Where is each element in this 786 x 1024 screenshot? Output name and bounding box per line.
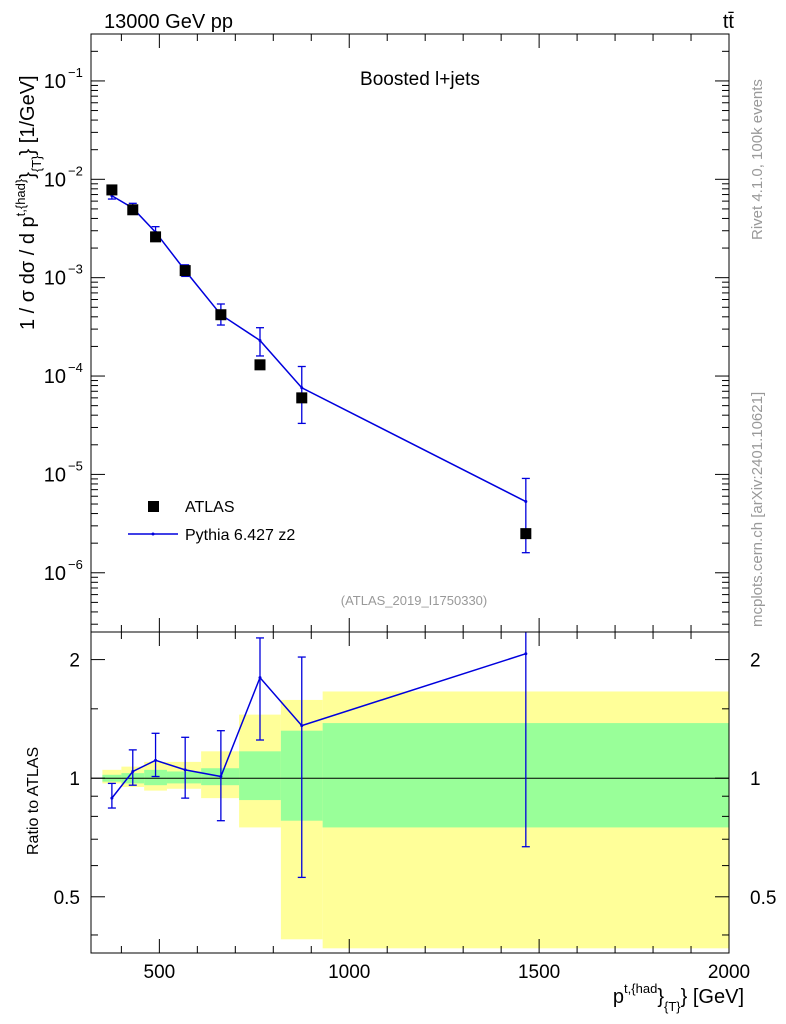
ratio-x-tick-label: 1000 <box>328 962 370 983</box>
main-y-axis-label: 1 / σ dσ / d pt,{had}}{T}} [1/GeV] <box>13 75 44 330</box>
x-axis-label: pt,{had}{T}} [GeV] <box>613 981 744 1014</box>
ratio-mc-point <box>131 769 135 773</box>
atlas-data-point <box>150 231 162 243</box>
rivet-version-label: Rivet 4.1.0, 100k events <box>749 79 766 240</box>
ratio-mc-point <box>258 676 262 680</box>
main-y-tick-label: 10 <box>44 366 66 388</box>
main-y-tick-label: 10 <box>44 71 66 93</box>
mc-line <box>111 195 527 503</box>
mc-point <box>524 500 528 504</box>
ratio-y-tick-label-left: 0.5 <box>54 888 80 909</box>
atlas-data-point <box>254 359 266 371</box>
ratio-plot-area <box>107 632 530 879</box>
ratio-x-tick-label: 2000 <box>708 962 750 983</box>
atlas-data-point <box>520 528 532 540</box>
main-y-tick-exponent: −4 <box>68 360 83 375</box>
ratio-y-axis-label: Ratio to ATLAS <box>25 747 42 855</box>
main-panel: Boosted l+jets (ATLAS_2019_I1750330) 10−… <box>13 33 730 633</box>
ratio-x-axis: 500 1000 1500 2000 <box>120 632 750 983</box>
legend-dot-pythia <box>151 532 155 536</box>
ratio-y-axis: 0.5 0.5 1 1 2 2 <box>54 651 776 936</box>
ratio-y-tick-label-right: 2 <box>750 651 761 672</box>
ratio-y-tick-label-left: 2 <box>69 651 80 672</box>
legend: ATLAS Pythia 6.427 z2 <box>128 499 295 544</box>
atlas-data-point <box>179 265 191 277</box>
main-y-tick-exponent: −3 <box>68 262 83 277</box>
main-y-tick-exponent: −5 <box>68 458 83 473</box>
legend-marker-atlas <box>148 501 159 512</box>
ratio-panel: 0.5 0.5 1 1 2 2 500 1000 1500 2000 Ratio to ATLA… <box>25 631 776 1014</box>
ratio-mc-point <box>300 724 304 728</box>
ratio-y-tick-label-right: 0.5 <box>750 888 776 909</box>
main-y-tick-label: 10 <box>44 464 66 486</box>
main-y-tick-label: 10 <box>44 268 66 290</box>
ratio-mc-line <box>111 652 527 799</box>
main-y-tick-exponent: −1 <box>68 65 83 80</box>
ratio-mc-point <box>183 768 187 772</box>
main-plot-area <box>106 184 532 554</box>
main-y-tick-label: 10 <box>44 563 66 585</box>
atlas-data-point <box>296 392 308 404</box>
ratio-y-tick-label-left: 1 <box>69 769 80 790</box>
mcplots-label: mcplots.cern.ch [arXiv:2401.10621] <box>749 392 766 627</box>
legend-label-pythia: Pythia 6.427 z2 <box>185 527 295 544</box>
legend-label-atlas: ATLAS <box>185 499 235 516</box>
ratio-mc-point <box>219 774 223 778</box>
header-process-label: tt̄ <box>723 11 735 33</box>
main-y-tick-exponent: −6 <box>68 557 83 572</box>
atlas-data-point <box>106 184 118 196</box>
ratio-mc-point <box>524 652 528 656</box>
main-y-tick-exponent: −2 <box>68 163 83 178</box>
main-title: Boosted l+jets <box>360 69 480 90</box>
ratio-band-inner <box>166 771 202 784</box>
main-x-ticks <box>120 34 730 632</box>
header-energy-label: 13000 GeV pp <box>104 11 233 33</box>
main-y-axis: 10−610−510−410−310−210−1 <box>44 50 729 625</box>
analysis-label: (ATLAS_2019_I1750330) <box>341 593 487 608</box>
ratio-band-inner <box>144 769 167 786</box>
ratio-mc-point <box>154 758 158 762</box>
mc-point <box>258 338 262 342</box>
ratio-uncertainty-bands <box>102 691 729 949</box>
ratio-x-tick-label: 500 <box>144 962 176 983</box>
ratio-mc-point <box>110 796 114 800</box>
atlas-data-point <box>127 204 139 216</box>
main-y-tick-label: 10 <box>44 169 66 191</box>
mc-point <box>300 386 304 390</box>
atlas-data-point <box>215 309 227 321</box>
ratio-band-inner <box>239 751 281 801</box>
ratio-frame <box>90 631 730 954</box>
ratio-x-tick-label: 1500 <box>518 962 560 983</box>
ratio-y-tick-label-right: 1 <box>750 769 761 790</box>
